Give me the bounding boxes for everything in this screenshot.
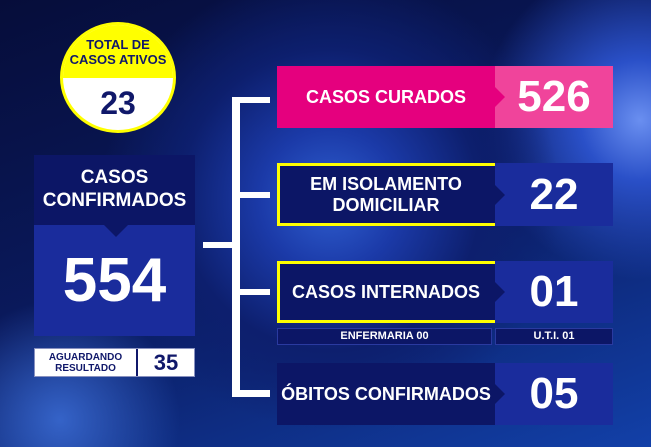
deaths-label: ÓBITOS CONFIRMADOS [277, 363, 495, 425]
confirmed-cases-value: 554 [34, 225, 195, 336]
home-isolation-label: EM ISOLAMENTO DOMICILIAR [277, 163, 495, 226]
confirmed-cases-panel: CASOS CONFIRMADOS 554 [34, 155, 195, 336]
hospitalized-panel: CASOS INTERNADOS 01 [277, 261, 613, 323]
bracket-tick [232, 97, 270, 103]
awaiting-results-label: AGUARDANDO RESULTADO [35, 349, 138, 376]
cured-cases-value: 526 [495, 66, 613, 128]
active-cases-badge: TOTAL DE CASOS ATIVOS 23 [60, 22, 176, 133]
home-isolation-panel: EM ISOLAMENTO DOMICILIAR 22 [277, 163, 613, 226]
awaiting-results-panel: AGUARDANDO RESULTADO 35 [34, 348, 195, 377]
bracket-tick [232, 192, 270, 198]
active-cases-label: TOTAL DE CASOS ATIVOS [63, 25, 173, 78]
home-isolation-value: 22 [495, 163, 613, 226]
cured-cases-panel: CASOS CURADOS 526 [277, 66, 613, 128]
ward-count: ENFERMARIA 00 [277, 328, 492, 345]
confirmed-cases-label: CASOS CONFIRMADOS [34, 155, 195, 237]
icu-count: U.T.I. 01 [495, 328, 613, 345]
bracket-tick [232, 289, 270, 295]
hospitalized-label: CASOS INTERNADOS [277, 261, 495, 323]
active-cases-value: 23 [100, 85, 136, 121]
bracket-tick [203, 242, 240, 248]
hospitalized-value: 01 [495, 261, 613, 323]
cured-cases-label: CASOS CURADOS [277, 66, 495, 128]
bracket-tick [232, 390, 270, 397]
hospitalized-breakdown: ENFERMARIA 00 U.T.I. 01 [277, 328, 613, 345]
deaths-value: 05 [495, 363, 613, 425]
awaiting-results-value: 35 [153, 350, 179, 375]
deaths-panel: ÓBITOS CONFIRMADOS 05 [277, 363, 613, 425]
